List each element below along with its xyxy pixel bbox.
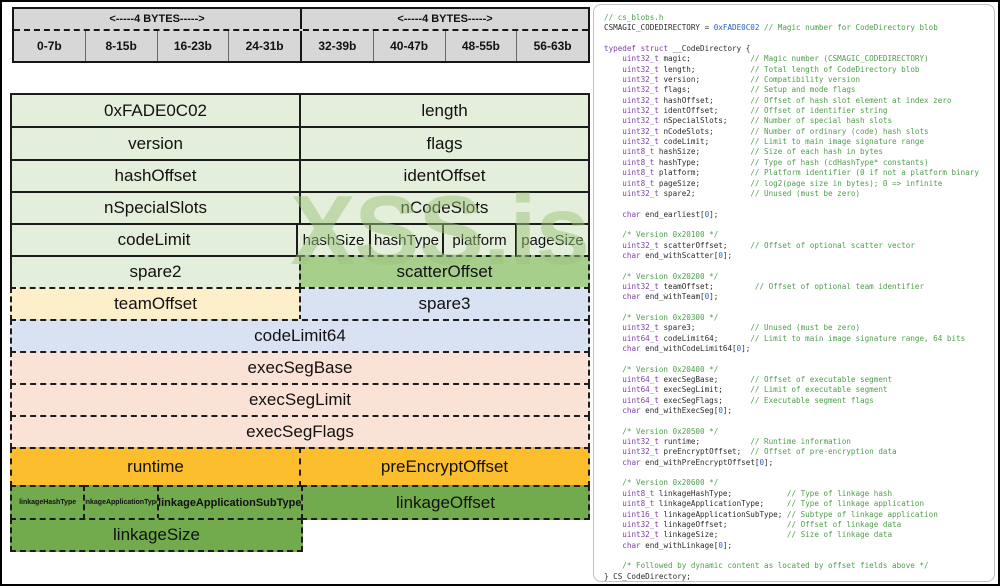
struct-cell: 0xFADE0C02 (10, 93, 301, 128)
struct-row: execSegBase (10, 351, 590, 385)
codedirectory-struct-table: 0xFADE0C02 length version flags hashOffset id… (10, 93, 590, 552)
struct-cell: execSegLimit (10, 383, 590, 417)
struct-cell: version (10, 126, 301, 161)
struct-cell: pageSize (515, 223, 590, 257)
struct-cell: linkageApplicationSubType (156, 485, 303, 520)
struct-cell: hashType (369, 223, 444, 257)
struct-cell: linkageOffset (301, 485, 590, 520)
byte-group-row: <-----4 BYTES-----> <-----4 BYTES-----> (14, 9, 588, 31)
byte-range-cell: 0-7b (37, 39, 62, 53)
byte-group-label: <-----4 BYTES-----> (109, 13, 205, 25)
struct-cell: linkageApplicationType (83, 485, 159, 520)
byte-range-cell: 24-31b (228, 31, 300, 61)
struct-cell: flags (299, 126, 590, 161)
struct-cell: execSegBase (10, 351, 590, 385)
struct-cell: teamOffset (10, 287, 301, 321)
struct-row: runtime preEncryptOffset (10, 447, 590, 487)
code-panel: // cs_blobs.h CSMAGIC_CODEDIRECTORY = 0x… (593, 4, 995, 582)
struct-cell: linkageSize (10, 518, 303, 552)
struct-row: codeLimit hashSize hashType platform pageSiz… (10, 223, 590, 257)
byte-header-table: <-----4 BYTES-----> <-----4 BYTES-----> 0… (12, 7, 590, 63)
struct-cell: runtime (10, 447, 301, 487)
struct-cell: codeLimit64 (10, 319, 590, 353)
struct-row: teamOffset spare3 (10, 287, 590, 321)
byte-range-cell: 40-47b (372, 31, 445, 61)
struct-row: hashOffset identOffset (10, 159, 590, 193)
struct-cell: hashSize (296, 223, 371, 257)
struct-cell: linkageHashType (10, 485, 86, 520)
struct-cell: platform (442, 223, 517, 257)
struct-cell: codeLimit (10, 223, 298, 257)
byte-cell-row: 0-7b 8-15b 16-23b 24-31b 32-39b 40-47b 48-55b 5… (14, 31, 588, 61)
struct-cell: nCodeSlots (299, 191, 590, 225)
struct-row: linkageHashType linkageApplicationType lin… (10, 485, 590, 520)
struct-row: execSegFlags (10, 415, 590, 449)
struct-row: nSpecialSlots nCodeSlots (10, 191, 590, 225)
struct-row: version flags (10, 126, 590, 161)
struct-row: codeLimit64 (10, 319, 590, 353)
struct-cell: spare2 (10, 255, 301, 289)
struct-row: 0xFADE0C02 length (10, 93, 590, 128)
byte-range-cell: 32-39b (300, 31, 373, 61)
struct-cell (301, 518, 590, 552)
byte-group-label: <-----4 BYTES-----> (300, 9, 588, 29)
struct-row: linkageSize (10, 518, 590, 552)
byte-range-cell: 48-55b (444, 31, 517, 61)
byte-range-cell: 16-23b (156, 31, 229, 61)
struct-cell: execSegFlags (10, 415, 590, 449)
byte-range-cell: 8-15b (84, 31, 157, 61)
struct-row: spare2 scatterOffset (10, 255, 590, 289)
code-block: // cs_blobs.h CSMAGIC_CODEDIRECTORY = 0x… (604, 13, 979, 581)
struct-cell: preEncryptOffset (299, 447, 590, 487)
struct-cell: hashOffset (10, 159, 301, 193)
struct-row: execSegLimit (10, 383, 590, 417)
struct-cell: identOffset (299, 159, 590, 193)
struct-cell: length (299, 93, 590, 128)
byte-range-cell: 56-63b (516, 31, 588, 61)
struct-cell: scatterOffset (299, 255, 590, 289)
struct-cell: spare3 (299, 287, 590, 321)
struct-cell: nSpecialSlots (10, 191, 301, 225)
